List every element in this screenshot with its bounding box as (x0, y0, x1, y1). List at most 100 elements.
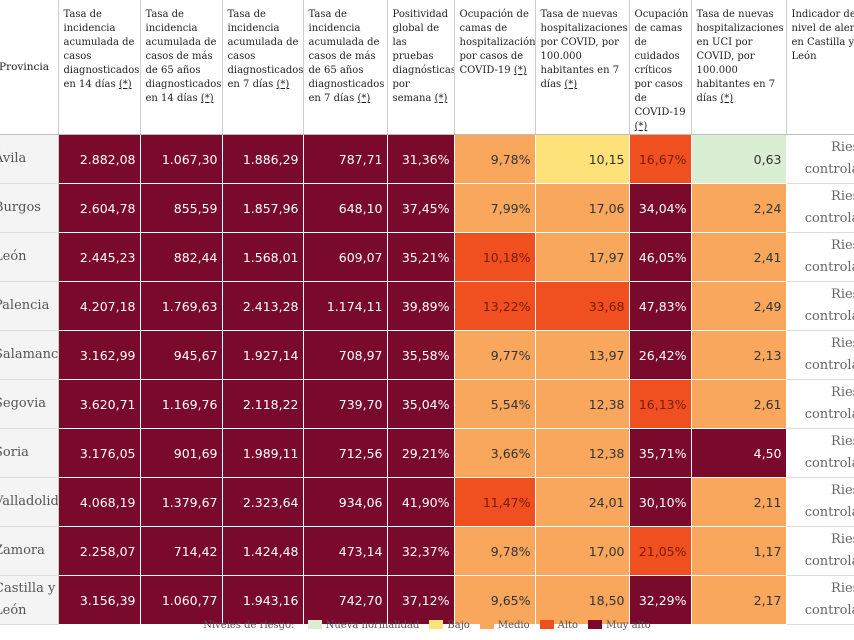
alert-indicator: Riesgo controlado (786, 281, 854, 331)
table-cell: 12,38 (535, 428, 630, 478)
table-cell: 3.620,71 (58, 379, 141, 429)
province-name: Segovia (0, 379, 59, 429)
footnote-marker[interactable]: (*) (720, 93, 734, 104)
footnote-marker[interactable]: (*) (357, 93, 371, 104)
legend-label: Nueva normalidad (325, 620, 420, 631)
table-row: Castilla y León3.156,391.060,771.943,167… (0, 575, 854, 625)
table-row: León2.445,23882,441.568,01609,0735,21%10… (0, 232, 854, 282)
alert-indicator: Riesgo controlado (786, 575, 854, 625)
table-cell: 16,13% (629, 379, 692, 429)
table-cell: 35,58% (387, 330, 455, 380)
table-cell: 9,77% (454, 330, 536, 380)
legend-label: Bajo (447, 620, 470, 631)
table-cell: 30,10% (629, 477, 692, 527)
table-cell: 17,00 (535, 526, 630, 576)
province-name: Soria (0, 428, 59, 478)
alert-indicator: Riesgo controlado (786, 379, 854, 429)
column-header[interactable]: Tasa de nuevas hospitalizaciones por COV… (535, 0, 630, 135)
legend-title: Niveles de riesgo: (203, 620, 295, 631)
column-header[interactable]: Positividad global de las pruebas diagnó… (387, 0, 455, 135)
table-cell: 1.060,77 (140, 575, 223, 625)
table-cell: 3.156,39 (58, 575, 141, 625)
province-name: Ávila (0, 134, 59, 184)
table-cell: 1.989,11 (222, 428, 304, 478)
province-name: Burgos (0, 183, 59, 233)
footnote-marker[interactable]: (*) (564, 79, 578, 90)
column-header[interactable]: Tasa de incidencia acumulada de casos di… (58, 0, 141, 135)
table-cell: 11,47% (454, 477, 536, 527)
column-header[interactable]: Ocupación de camas de cuidados críticos … (629, 0, 692, 135)
legend-swatch (307, 620, 322, 629)
table-cell: 2.258,07 (58, 526, 141, 576)
column-header[interactable]: Tasa de incidencia acumulada de casos de… (303, 0, 388, 135)
footnote-marker[interactable]: (*) (118, 79, 132, 90)
risk-indicators-table: Provincia Tasa de incidencia acumulada d… (0, 0, 854, 625)
footnote-marker[interactable]: (*) (513, 65, 527, 76)
table-cell: 5,54% (454, 379, 536, 429)
column-header[interactable]: Tasa de incidencia acumulada de casos de… (140, 0, 223, 135)
table-cell: 18,50 (535, 575, 630, 625)
table-cell: 32,37% (387, 526, 455, 576)
table-cell: 2.604,78 (58, 183, 141, 233)
table-row: Segovia3.620,711.169,762.118,22739,7035,… (0, 379, 854, 429)
table-row: Palencia4.207,181.769,632.413,281.174,11… (0, 281, 854, 331)
alert-indicator: Riesgo controlado (786, 183, 854, 233)
column-header-provincia: Provincia (0, 0, 59, 135)
table-cell: 13,22% (454, 281, 536, 331)
table-cell: 10,15 (535, 134, 630, 184)
alert-indicator: Riesgo controlado (786, 428, 854, 478)
table-row: Salamanca3.162,99945,671.927,14708,9735,… (0, 330, 854, 380)
footnote-marker[interactable]: (*) (276, 79, 290, 90)
table-cell: 787,71 (303, 134, 388, 184)
table-cell: 945,67 (140, 330, 223, 380)
province-name: Palencia (0, 281, 59, 331)
footnote-marker[interactable]: (*) (434, 93, 448, 104)
legend-swatch (539, 620, 554, 629)
table-cell: 1.424,48 (222, 526, 304, 576)
table-cell: 9,65% (454, 575, 536, 625)
table-header-row: Provincia Tasa de incidencia acumulada d… (0, 0, 854, 135)
table-cell: 26,42% (629, 330, 692, 380)
table-row: Valladolid4.068,191.379,672.323,64934,06… (0, 477, 854, 527)
table-cell: 3,66% (454, 428, 536, 478)
table-cell: 934,06 (303, 477, 388, 527)
table-row: Soria3.176,05901,691.989,11712,5629,21%3… (0, 428, 854, 478)
alert-indicator: Riesgo controlado (786, 526, 854, 576)
table-cell: 9,78% (454, 134, 536, 184)
legend-label: Muy alto (606, 620, 651, 631)
table-cell: 2,17 (691, 575, 787, 625)
table-cell: 1,17 (691, 526, 787, 576)
province-name: Castilla y León (0, 575, 59, 625)
table-cell: 29,21% (387, 428, 455, 478)
column-header[interactable]: Tasa de nuevas hospitalizaciones en UCI … (691, 0, 787, 135)
table-cell: 3.176,05 (58, 428, 141, 478)
alert-indicator: Riesgo controlado (786, 330, 854, 380)
table-cell: 712,56 (303, 428, 388, 478)
table-row: Burgos2.604,78855,591.857,96648,1037,45%… (0, 183, 854, 233)
table-cell: 1.379,67 (140, 477, 223, 527)
table-cell: 17,97 (535, 232, 630, 282)
table-cell: 4.068,19 (58, 477, 141, 527)
footnote-marker[interactable]: (*) (200, 93, 214, 104)
table-cell: 0,63 (691, 134, 787, 184)
column-header[interactable]: Tasa de incidencia acumulada de casos di… (222, 0, 304, 135)
table-cell: 2.413,28 (222, 281, 304, 331)
table-row: Ávila2.882,081.067,301.886,29787,7131,36… (0, 134, 854, 184)
table-cell: 901,69 (140, 428, 223, 478)
table-cell: 2,13 (691, 330, 787, 380)
legend-label: Alto (557, 620, 579, 631)
column-header[interactable]: Ocupación de camas de hospitalización po… (454, 0, 536, 135)
table-cell: 35,21% (387, 232, 455, 282)
table-cell: 4.207,18 (58, 281, 141, 331)
table-cell: 648,10 (303, 183, 388, 233)
table-cell: 2.445,23 (58, 232, 141, 282)
table-cell: 47,83% (629, 281, 692, 331)
table-cell: 4,50 (691, 428, 787, 478)
table-cell: 37,45% (387, 183, 455, 233)
table-cell: 35,71% (629, 428, 692, 478)
table-cell: 3.162,99 (58, 330, 141, 380)
table-row: Zamora2.258,07714,421.424,48473,1432,37%… (0, 526, 854, 576)
footnote-marker[interactable]: (*) (634, 121, 648, 132)
alert-indicator: Riesgo controlado (786, 477, 854, 527)
table-cell: 2.323,64 (222, 477, 304, 527)
